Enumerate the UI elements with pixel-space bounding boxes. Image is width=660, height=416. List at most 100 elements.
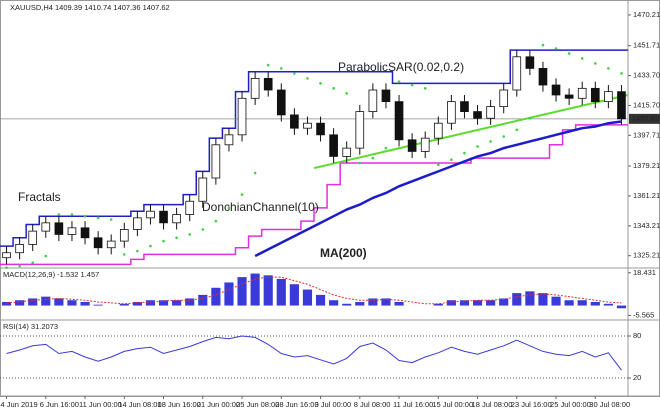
- candle-body: [551, 84, 561, 96]
- candle-body: [172, 214, 181, 224]
- sar-dot: [306, 77, 309, 80]
- macd-bar: [616, 305, 627, 309]
- x-tick-label: 8 Jul 08:00: [354, 400, 391, 409]
- candle-body: [237, 97, 247, 136]
- macd-bar: [342, 303, 352, 306]
- panel-title: RSI(14) 31.2073: [3, 322, 58, 331]
- sar-dot: [580, 57, 584, 60]
- sar-dot: [253, 171, 257, 175]
- candle-body: [28, 230, 38, 245]
- candle-body: [211, 144, 221, 179]
- candle-body: [276, 89, 286, 116]
- sar-dot: [201, 228, 205, 231]
- macd-bar: [381, 298, 391, 306]
- candle-body: [538, 68, 548, 86]
- macd-bar: [28, 298, 38, 306]
- candle-body: [303, 122, 312, 129]
- candle-body: [67, 227, 77, 235]
- sar-dot: [122, 253, 126, 256]
- candle-body: [525, 56, 535, 69]
- candle-body: [224, 134, 234, 146]
- x-tick-label: 6 Jun 16:00: [40, 400, 79, 409]
- macd-bar: [525, 291, 535, 306]
- candle-body: [433, 122, 443, 139]
- candle-body: [486, 106, 495, 119]
- sar-dot: [423, 87, 427, 90]
- macd-bar: [459, 300, 470, 306]
- macd-bar: [538, 293, 548, 306]
- sar-dot: [266, 63, 270, 67]
- y-tick-label: 1397.71: [633, 130, 660, 139]
- indicator-label: ParabolicSAR(0.02,0.2): [338, 60, 464, 74]
- x-tick-label: 25 Jun 08:00: [236, 400, 279, 409]
- sar-dot: [593, 62, 597, 65]
- sar-dot: [279, 67, 283, 70]
- macd-bar: [368, 298, 378, 306]
- candle-body: [316, 122, 325, 136]
- candle-body: [250, 77, 260, 99]
- x-tick-label: 28 Jun 16:00: [275, 400, 318, 409]
- sar-dot: [541, 43, 545, 47]
- macd-bar: [486, 300, 496, 306]
- sar-dot: [70, 213, 74, 216]
- candle-body: [342, 147, 352, 157]
- macd-bar: [263, 275, 273, 306]
- macd-bar: [198, 294, 208, 306]
- sar-dot: [44, 254, 48, 258]
- candle-body: [15, 244, 24, 254]
- sar-dot: [450, 158, 453, 162]
- macd-bar: [289, 284, 299, 306]
- sar-dot: [162, 239, 165, 243]
- candle-body: [499, 89, 509, 108]
- macd-bar: [93, 304, 103, 306]
- signal-line: [6, 276, 622, 305]
- candle-body: [2, 252, 11, 259]
- candle-body: [617, 91, 626, 120]
- sar-dot: [31, 261, 35, 264]
- macd-bar: [80, 302, 90, 306]
- y-tick-label: 1415.70: [633, 100, 660, 109]
- x-tick-label: 21 Jun 00:00: [197, 400, 240, 409]
- sar-dot: [410, 83, 414, 87]
- candle-body: [447, 101, 456, 124]
- candle-body: [41, 222, 51, 232]
- rsi-line: [6, 335, 622, 371]
- plot-frame: [0, 0, 660, 397]
- macd-bar: [41, 296, 51, 306]
- candle-body: [460, 101, 469, 112]
- sar-dot: [214, 219, 218, 223]
- macd-bar: [499, 298, 509, 306]
- sar-dot: [5, 266, 8, 269]
- candle-body: [512, 56, 522, 91]
- macd-bar: [250, 273, 260, 306]
- sar-dot: [96, 216, 100, 220]
- sar-dot: [554, 47, 558, 50]
- candle-body: [198, 177, 208, 202]
- sar-dot: [227, 206, 231, 210]
- sar-dot: [515, 128, 519, 132]
- sar-dot: [175, 236, 178, 240]
- macd-bar: [512, 293, 522, 306]
- candle-body: [407, 139, 417, 152]
- x-tick-label: 23 Jul 16:00: [511, 400, 552, 409]
- sar-dot: [240, 193, 244, 196]
- sar-dot: [136, 249, 139, 253]
- candle-body: [394, 101, 404, 141]
- x-tick-label: 18 Jul 08:00: [472, 400, 513, 409]
- sar-dot: [528, 116, 532, 120]
- macd-bar: [145, 300, 156, 306]
- x-tick-label: 15 Jul 00:00: [432, 400, 473, 409]
- sar-dot: [83, 214, 87, 218]
- sar-dot: [18, 264, 21, 268]
- candle-body: [381, 89, 391, 103]
- indicator-label: MA(200): [320, 246, 367, 260]
- panel-title: MACD(12,26,9) -1.532 1.457: [3, 270, 99, 279]
- candle-body: [329, 134, 338, 157]
- macd-bar: [119, 303, 129, 306]
- x-tick-label: 18 Jun 16:00: [158, 400, 201, 409]
- candle-body: [577, 87, 587, 99]
- macd-bar: [564, 300, 574, 306]
- candle-body: [146, 210, 155, 219]
- macd-bar: [315, 294, 326, 306]
- candle-body: [564, 94, 574, 99]
